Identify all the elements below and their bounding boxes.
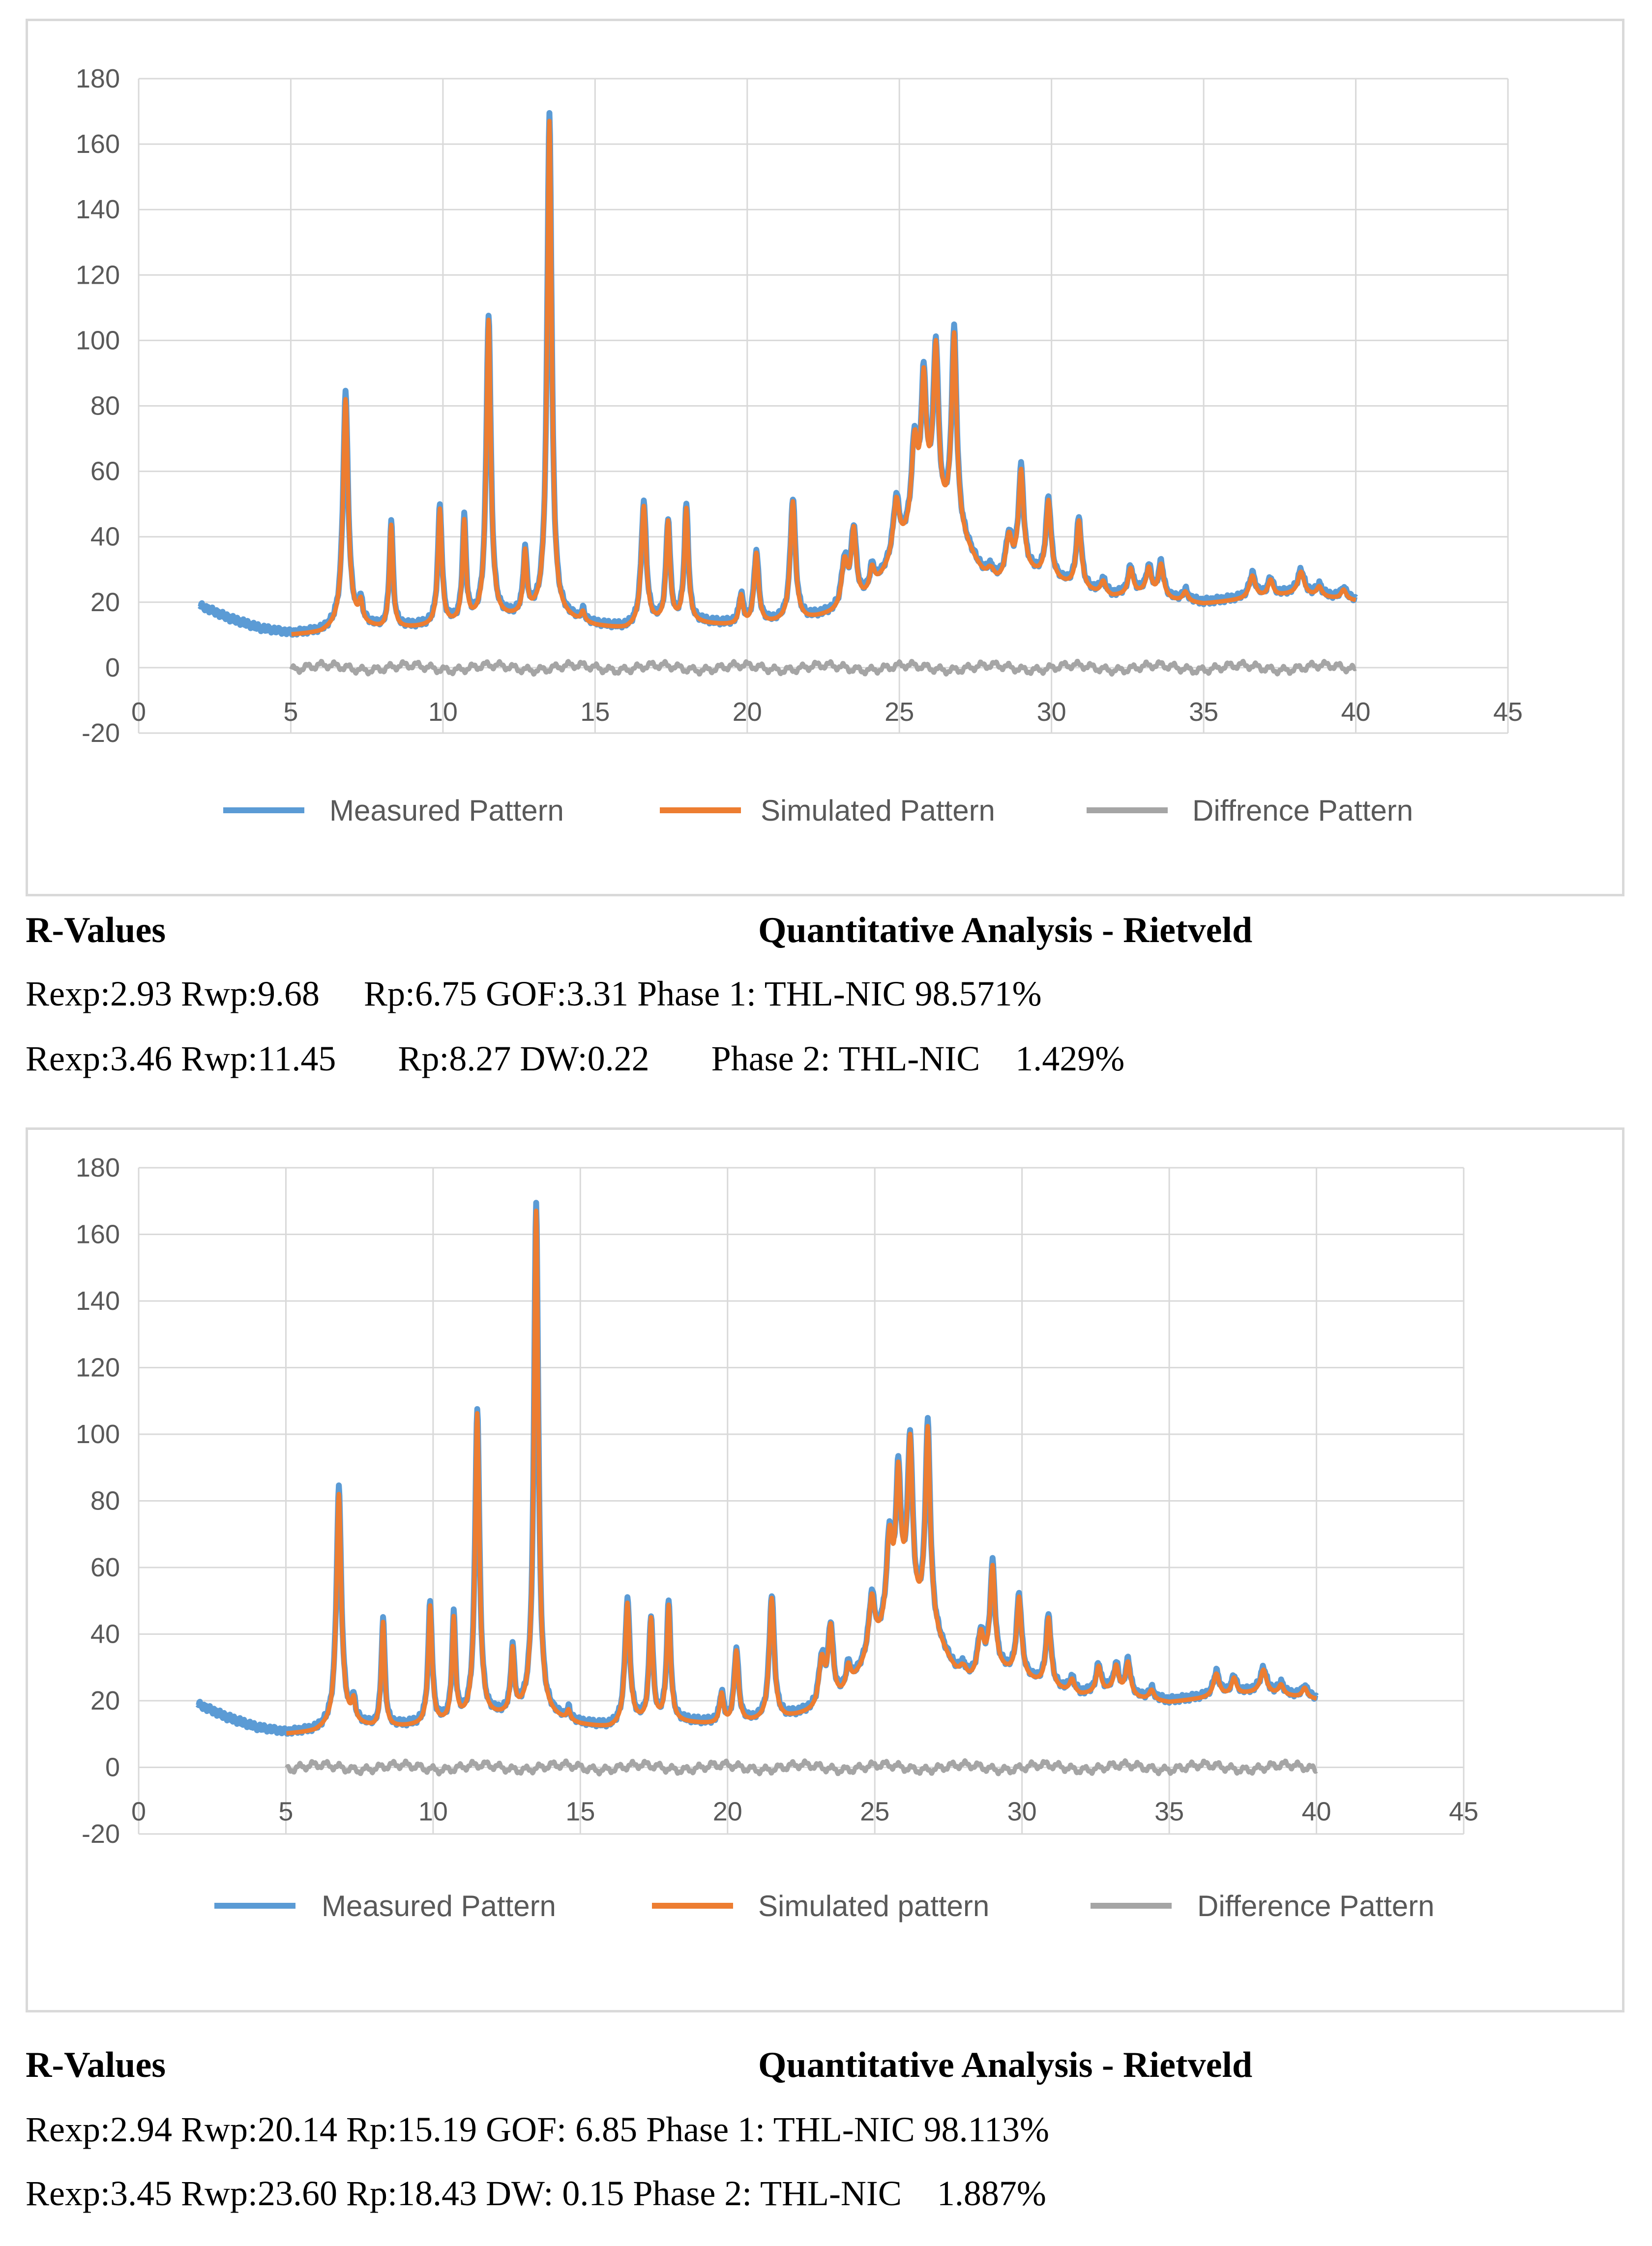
x-tick-label: 15 (565, 1797, 595, 1827)
y-tick-label: 20 (90, 588, 120, 617)
x-tick-label: 0 (131, 1797, 146, 1827)
x-tick-label: 20 (733, 697, 762, 727)
r-values-heading: R-Values (26, 2045, 166, 2085)
x-tick-label: 35 (1154, 1797, 1184, 1827)
gridlines (138, 1167, 1465, 1835)
y-tick-label: -20 (82, 1819, 120, 1849)
y-tick-label: 100 (76, 325, 120, 355)
legend-label: Simulated Pattern (761, 794, 995, 827)
y-tick-label: 180 (76, 1153, 120, 1182)
x-tick-label: 20 (713, 1797, 742, 1827)
x-tick-label: 40 (1341, 697, 1371, 727)
caption-heads-1: R-Values Quantitative Analysis - Rietvel… (26, 910, 1624, 954)
y-tick-label: 140 (76, 1286, 120, 1316)
y-tick-label: 0 (105, 1753, 120, 1782)
caption-line-4: Rexp:3.45 Rwp:23.60 Rp:18.43 DW: 0.15 Ph… (26, 2174, 1046, 2213)
y-tick-label: -20 (82, 718, 120, 748)
quantitative-analysis-heading: Quantitative Analysis - Rietveld (758, 2045, 1253, 2085)
x-tick-label: 45 (1493, 697, 1523, 727)
measured-pattern-line (197, 110, 1358, 638)
x-tick-label: 45 (1449, 1797, 1478, 1827)
x-tick-label: 30 (1037, 697, 1066, 727)
caption-line-2: Rexp:3.46 Rwp:11.45 Rp:8.27 DW:0.22 Phas… (26, 1039, 1125, 1078)
y-tick-label: 60 (90, 457, 120, 486)
x-tick-label: 25 (885, 697, 914, 727)
chart-panel-2: -20 0 20 40 60 80 100 120 140 160 180 0 5 10 15 20 25 30 3… (26, 1127, 1624, 2012)
legend-label: Measured Pattern (329, 794, 564, 827)
y-tick-label: 40 (90, 522, 120, 552)
legend-label: Measured Pattern (322, 1890, 556, 1922)
quantitative-analysis-heading: Quantitative Analysis - Rietveld (758, 910, 1253, 950)
legend-label: Simulated pattern (758, 1890, 989, 1922)
chart-panel-1: -20 0 20 40 60 80 100 120 140 160 180 0 5 10 15 20 25 30 3… (26, 19, 1624, 896)
y-tick-label: 0 (105, 653, 120, 682)
x-tick-label: 10 (418, 1797, 448, 1827)
difference-pattern-line (289, 658, 1357, 677)
y-tick-label: 20 (90, 1686, 120, 1715)
y-tick-label: 100 (76, 1419, 120, 1449)
legend: Measured Pattern Simulated pattern Differe… (214, 1890, 1435, 1922)
x-tick-label: 10 (428, 697, 458, 727)
y-tick-label: 160 (76, 1220, 120, 1249)
y-tick-label: 40 (90, 1620, 120, 1649)
legend-label: Difference Pattern (1197, 1890, 1435, 1922)
measured-pattern-line (195, 1200, 1319, 1737)
x-tick-label: 35 (1189, 697, 1218, 727)
x-tick-label: 0 (131, 697, 146, 727)
y-tick-label: 120 (76, 260, 120, 290)
y-tick-label: 80 (90, 391, 120, 421)
x-tick-label: 30 (1007, 1797, 1037, 1827)
chart-svg-1: -20 0 20 40 60 80 100 120 140 160 180 0 5 10 15 20 25 30 3… (76, 64, 1523, 827)
x-tick-label: 15 (580, 697, 610, 727)
caption-line-1: Rexp:2.93 Rwp:9.68 Rp:6.75 GOF:3.31 Phas… (26, 974, 1042, 1013)
difference-pattern-line (285, 1758, 1318, 1777)
y-tick-label: 60 (90, 1553, 120, 1582)
legend-label: Diffrence Pattern (1192, 794, 1413, 827)
simulated-pattern-line (285, 1209, 1318, 1736)
gridlines (138, 78, 1509, 734)
chart-svg-2: -20 0 20 40 60 80 100 120 140 160 180 0 5 10 15 20 25 30 3… (76, 1153, 1478, 1922)
x-tick-label: 5 (283, 697, 298, 727)
r-values-heading: R-Values (26, 910, 166, 950)
x-tick-label: 40 (1302, 1797, 1331, 1827)
simulated-pattern-line (290, 118, 1357, 637)
y-tick-label: 80 (90, 1486, 120, 1516)
caption-line-3: Rexp:2.94 Rwp:20.14 Rp:15.19 GOF: 6.85 P… (26, 2110, 1049, 2149)
caption-heads-2: R-Values Quantitative Analysis - Rietvel… (26, 2044, 1624, 2089)
x-tick-label: 25 (860, 1797, 889, 1827)
y-tick-label: 140 (76, 195, 120, 224)
y-tick-label: 180 (76, 64, 120, 93)
y-tick-label: 120 (76, 1353, 120, 1383)
x-tick-label: 5 (278, 1797, 293, 1827)
legend: Measured Pattern Simulated Pattern Diffren… (223, 794, 1413, 827)
y-tick-label: 160 (76, 129, 120, 159)
